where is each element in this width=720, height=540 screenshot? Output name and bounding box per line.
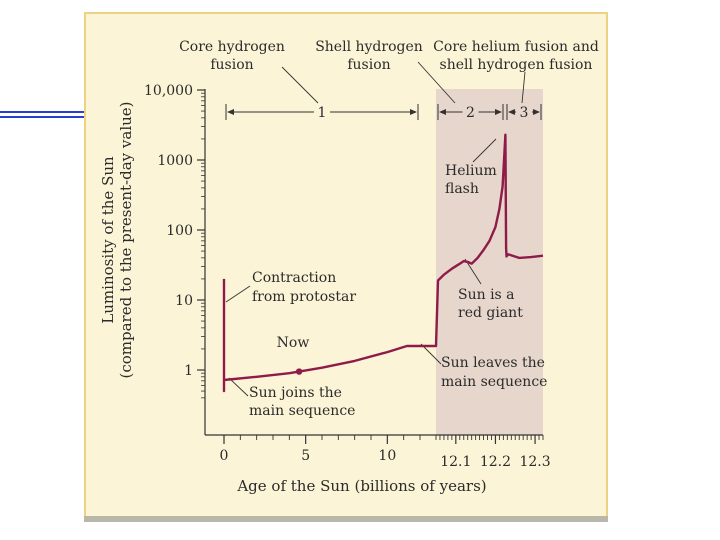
now-label: Now — [277, 335, 310, 351]
x-tick-label: 12.2 — [480, 454, 511, 470]
x-tick-label: 5 — [301, 448, 310, 464]
annotation-text: Contraction — [252, 270, 336, 286]
phase-number: 2 — [466, 105, 475, 121]
phase-label: Shell hydrogen — [315, 39, 423, 55]
y-axis-subtitle: (compared to the present-day value) — [117, 101, 135, 378]
shaded-region-late-stages — [436, 89, 543, 435]
x-tick-label: 12.1 — [440, 454, 471, 470]
annotation-text: Sun joins the — [249, 385, 342, 401]
y-tick-label: 10 — [175, 293, 193, 309]
x-tick-label: 12.3 — [519, 454, 550, 470]
phase-label: Core helium fusion and — [433, 39, 599, 55]
annotation-text: flash — [445, 181, 479, 197]
slide-accent-line-top — [0, 111, 92, 113]
phase-label: fusion — [210, 57, 253, 73]
annotation-leader — [472, 138, 497, 163]
phase-number: 3 — [520, 105, 529, 121]
figure-bottom-bar — [84, 516, 608, 522]
annotation-text: main sequence — [249, 403, 355, 419]
x-tick-label: 10 — [378, 448, 396, 464]
phase-label: shell hydrogen fusion — [440, 57, 593, 73]
annotation-text: main sequence — [441, 374, 547, 390]
phase-leader — [417, 61, 456, 104]
annotation-text: red giant — [458, 305, 523, 321]
y-tick-label: 100 — [166, 223, 193, 239]
annotation-text: Sun is a — [458, 287, 515, 303]
annotation-text: Helium — [445, 163, 497, 179]
phase-label: Core hydrogen — [179, 39, 285, 55]
y-tick-label: 10,000 — [144, 83, 193, 99]
annotation-text: from protostar — [252, 289, 356, 305]
annotation-leader — [228, 377, 249, 397]
slide-accent-line-bottom — [0, 116, 92, 118]
y-tick-label: 1000 — [157, 153, 193, 169]
phase-label: fusion — [347, 57, 390, 73]
annotation-leader — [225, 285, 251, 303]
now-marker — [295, 368, 303, 375]
annotation-text: Sun leaves the — [441, 355, 545, 371]
x-tick-label: 0 — [220, 448, 229, 464]
phase-leader — [521, 71, 526, 104]
x-axis-title: Age of the Sun (billions of years) — [236, 477, 486, 495]
phase-leader — [281, 66, 319, 104]
y-axis-title: Luminosity of the Sun — [99, 156, 117, 324]
y-tick-label: 1 — [184, 363, 193, 379]
annotation-leader — [420, 343, 442, 365]
phase-number: 1 — [318, 105, 327, 121]
